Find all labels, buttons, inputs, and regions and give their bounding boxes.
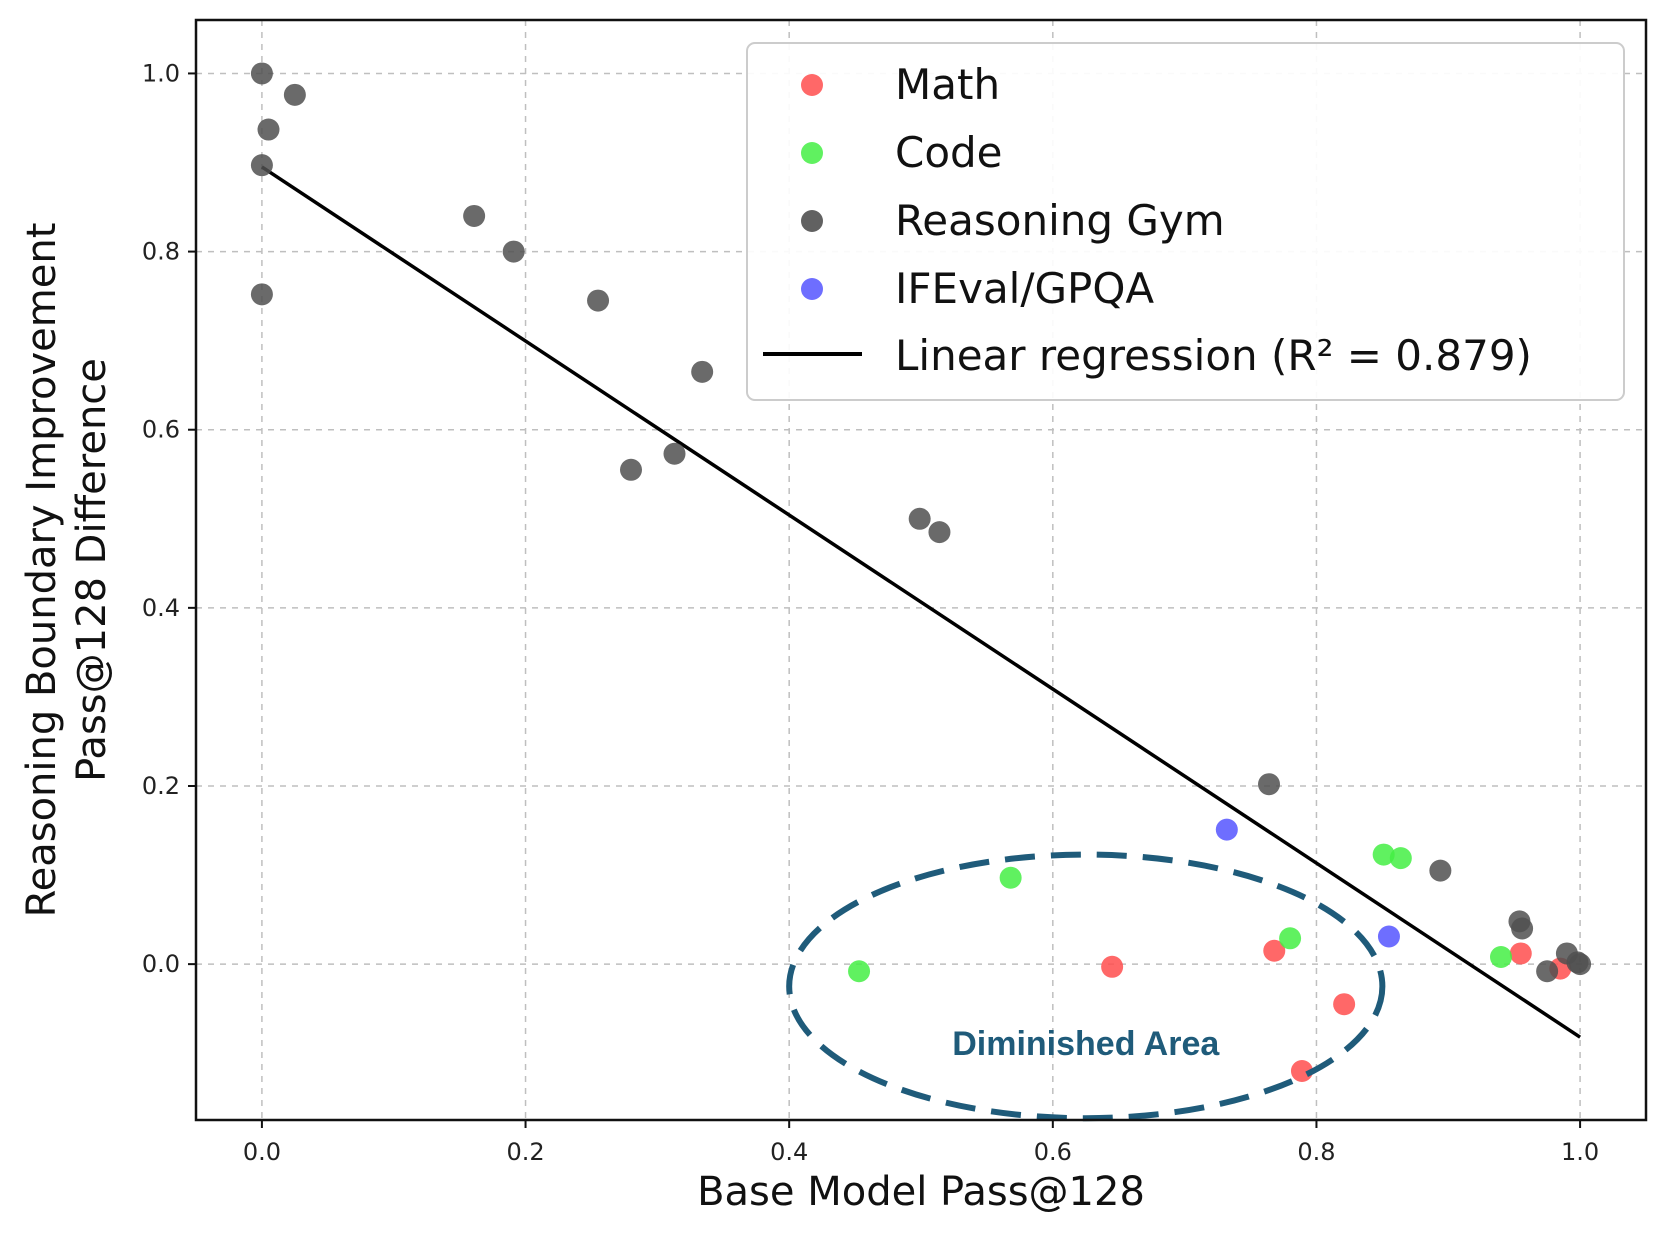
x-axis-label: Base Model Pass@128	[697, 1169, 1145, 1215]
point-math	[1290, 1060, 1313, 1083]
x-tick-label: 0.0	[243, 1138, 281, 1166]
point-reasoning-gym	[250, 283, 273, 306]
y-tick-label: 0.6	[142, 416, 180, 444]
point-ifeval-gpqa	[1215, 818, 1238, 841]
point-math	[1333, 993, 1356, 1016]
point-code	[1279, 927, 1302, 950]
y-tick-label: 0.2	[142, 772, 180, 800]
point-reasoning-gym	[283, 83, 306, 106]
point-reasoning-gym	[1536, 960, 1559, 983]
point-ifeval-gpqa	[1377, 925, 1400, 948]
point-reasoning-gym	[1566, 951, 1589, 974]
diminished-area-label: Diminished Area	[952, 1025, 1220, 1063]
y-tick-label: 1.0	[142, 59, 180, 87]
legend-box	[746, 42, 1625, 401]
point-reasoning-gym	[587, 289, 610, 312]
point-code	[999, 866, 1022, 889]
plot-frame	[194, 18, 1648, 1122]
point-math	[1509, 942, 1532, 965]
point-reasoning-gym	[1258, 773, 1280, 796]
point-reasoning-gym	[463, 204, 486, 227]
x-tick-label: 0.6	[1034, 1138, 1072, 1166]
legend-label-math: Math	[895, 60, 1000, 109]
y-tick-label: 0.8	[142, 238, 180, 266]
legend-marker-code	[801, 142, 823, 164]
point-reasoning-gym	[502, 240, 525, 263]
point-reasoning-gym	[257, 118, 280, 141]
point-reasoning-gym	[250, 154, 273, 177]
point-reasoning-gym	[928, 521, 951, 544]
points-layer	[250, 62, 1592, 1083]
point-code	[1372, 843, 1395, 866]
axis-ticks: 0.0 0.2 0.4 0.6 0.8 1.0 0.0 0.2 0.4 0.6 0.8 1.0	[142, 59, 1599, 1166]
point-reasoning-gym	[663, 442, 686, 465]
x-tick-label: 0.2	[506, 1138, 544, 1166]
regression-line	[260, 165, 1582, 1039]
y-axis-label-line2: Pass@128 Difference	[69, 358, 115, 782]
legend-marker-math	[801, 74, 823, 96]
point-reasoning-gym	[908, 507, 931, 530]
legend-label-code: Code	[895, 128, 1003, 177]
point-reasoning-gym	[250, 62, 273, 85]
point-reasoning-gym	[620, 458, 642, 481]
point-code	[1490, 946, 1512, 969]
legend: Math Code Reasoning Gym IFEval/GPQA Line…	[746, 42, 1625, 401]
regression-layer	[260, 165, 1582, 1039]
x-tick-label: 0.4	[770, 1138, 808, 1166]
diminished-area-ellipse	[786, 851, 1386, 1122]
point-math	[1263, 939, 1286, 962]
y-tick-label: 0.4	[142, 594, 180, 622]
legend-marker-ifeval-gpqa	[801, 278, 823, 300]
legend-marker-reasoning-gym	[801, 210, 823, 232]
point-reasoning-gym	[1429, 859, 1452, 882]
y-tick-label: 0.0	[142, 950, 180, 978]
x-tick-label: 1.0	[1561, 1138, 1599, 1166]
point-code	[1389, 847, 1412, 870]
point-math	[1101, 955, 1124, 978]
x-tick-label: 0.8	[1297, 1138, 1335, 1166]
point-reasoning-gym	[691, 360, 714, 383]
legend-label-reasoning-gym: Reasoning Gym	[895, 196, 1225, 245]
y-axis-label-line1: Reasoning Boundary Improvement	[19, 223, 65, 918]
legend-label-regression: Linear regression (R² = 0.879)	[895, 331, 1532, 380]
point-code	[848, 960, 871, 983]
annotation-layer: Diminished Area	[786, 851, 1386, 1122]
legend-label-ifeval-gpqa: IFEval/GPQA	[895, 264, 1154, 313]
point-reasoning-gym	[1511, 917, 1534, 940]
